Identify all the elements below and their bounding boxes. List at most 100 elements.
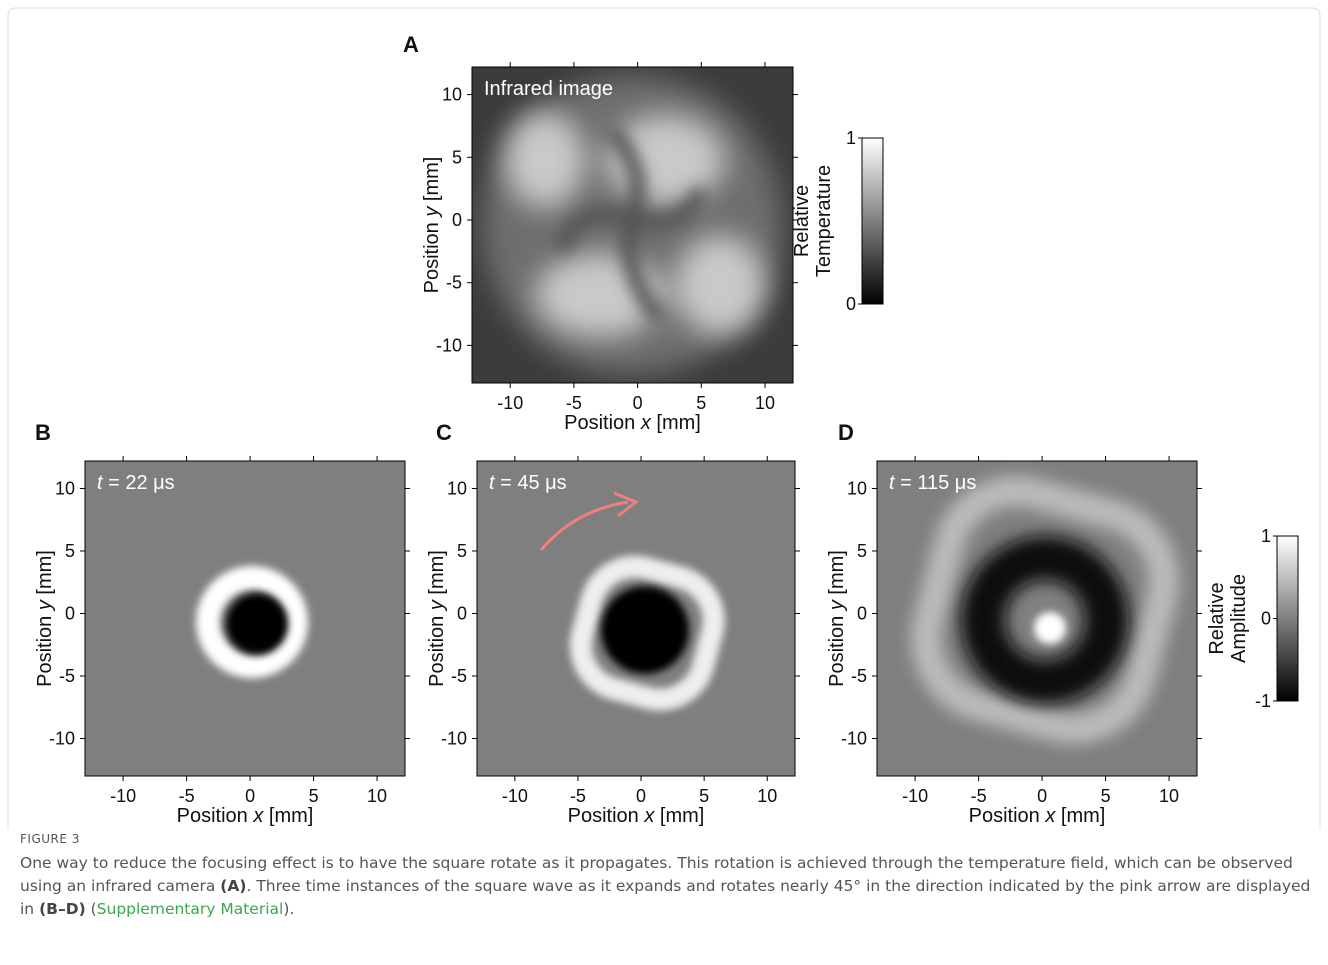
text-part: t — [889, 472, 896, 494]
x-tick-label: 0 — [636, 786, 646, 806]
annotation: t = 45 μs — [489, 472, 567, 494]
x-tick-label: -5 — [566, 393, 582, 413]
x-tick-label: 5 — [699, 786, 709, 806]
y-tick-label: -5 — [451, 666, 467, 686]
x-tick-label: 0 — [633, 393, 643, 413]
x-tick-label: 0 — [245, 786, 255, 806]
text-part: [mm] — [421, 157, 443, 207]
link[interactable]: Supplementary Material — [96, 900, 284, 918]
caption-text: One way to reduce the focusing effect is… — [20, 852, 1315, 921]
y-tick-label: 10 — [447, 479, 467, 499]
annotation: t = 22 μs — [97, 472, 175, 494]
y-tick-label: -10 — [49, 729, 75, 749]
wave-image-c — [477, 461, 795, 776]
x-tick-label: -10 — [110, 786, 136, 806]
y-tick-label: -5 — [59, 666, 75, 686]
y-tick-label: -10 — [436, 335, 462, 355]
caption: FIGURE 3 One way to reduce the focusing … — [20, 832, 1315, 921]
colorbar — [1276, 535, 1299, 702]
text-part: [mm] — [651, 412, 701, 434]
panel-letter: D — [838, 420, 854, 445]
x-axis-label: Position x [mm] — [568, 805, 705, 827]
text-part: Infrared image — [484, 78, 613, 100]
panel-letter: C — [436, 420, 452, 445]
text: ). — [283, 900, 295, 918]
text-part: t — [489, 472, 496, 494]
text: (A) — [220, 877, 247, 895]
colorbar-tick-label: 1 — [1261, 526, 1271, 546]
panel-letter: B — [35, 420, 51, 445]
text-part: [mm] — [426, 550, 448, 600]
panel-letter: A — [403, 32, 419, 57]
x-tick-label: 5 — [1101, 786, 1111, 806]
text: ( — [85, 900, 97, 918]
x-tick-label: 5 — [696, 393, 706, 413]
text-part: t — [97, 472, 104, 494]
x-tick-label: 10 — [755, 393, 775, 413]
y-axis-label: Position y [mm] — [826, 550, 848, 687]
x-tick-label: 10 — [1159, 786, 1179, 806]
x-tick-label: -10 — [502, 786, 528, 806]
text-part: x — [643, 805, 655, 827]
text-part: Position — [826, 610, 848, 687]
colorbar-tick-label: -1 — [1255, 691, 1271, 711]
plot-frame — [84, 460, 406, 777]
text-part: [mm] — [263, 805, 313, 827]
y-axis-label: Position y [mm] — [421, 157, 443, 294]
x-axis-label: Position x [mm] — [177, 805, 314, 827]
text-part: y — [421, 206, 443, 219]
plot-frame — [476, 460, 796, 777]
text-part: [mm] — [34, 550, 56, 600]
caption-label: FIGURE 3 — [20, 832, 80, 846]
wave-image-d — [877, 461, 1197, 776]
text-part: = 115 μs — [895, 472, 977, 494]
annotation: Infrared image — [484, 78, 613, 100]
x-tick-label: -5 — [570, 786, 586, 806]
y-tick-label: -10 — [441, 729, 467, 749]
y-tick-label: -5 — [446, 273, 462, 293]
text-part: y — [34, 599, 56, 612]
colorbar-label: Relative — [1206, 582, 1228, 654]
y-tick-label: -10 — [841, 729, 867, 749]
text-part: = 22 μs — [103, 472, 175, 494]
x-axis-label: Position x [mm] — [969, 805, 1106, 827]
text-part: y — [826, 599, 848, 612]
y-tick-label: 5 — [65, 541, 75, 561]
x-tick-label: 10 — [757, 786, 777, 806]
text-part: = 45 μs — [495, 472, 567, 494]
colorbar-label: Temperature — [813, 165, 835, 277]
text-part: Position — [564, 412, 641, 434]
annotation: t = 115 μs — [889, 472, 976, 494]
x-tick-label: -5 — [971, 786, 987, 806]
text-part: Position — [568, 805, 645, 827]
text-part: x — [640, 412, 652, 434]
colorbar-label: Amplitude — [1228, 574, 1250, 663]
x-tick-label: 10 — [367, 786, 387, 806]
y-tick-label: 5 — [457, 541, 467, 561]
y-tick-label: 5 — [452, 147, 462, 167]
text-part: [mm] — [1055, 805, 1105, 827]
text-part: Position — [969, 805, 1046, 827]
colorbar-tick-label: 1 — [846, 128, 856, 148]
text-part: [mm] — [654, 805, 704, 827]
text-part: y — [426, 599, 448, 612]
text: One way to reduce the focusing effect is… — [20, 854, 1293, 895]
text-part: Position — [426, 610, 448, 687]
text-part: [mm] — [826, 550, 848, 600]
y-tick-label: 5 — [857, 541, 867, 561]
y-tick-label: 10 — [847, 479, 867, 499]
text: (B–D) — [39, 900, 86, 918]
text-part: x — [1044, 805, 1056, 827]
text-part: Position — [177, 805, 254, 827]
y-tick-label: 10 — [442, 85, 462, 105]
x-tick-label: -5 — [179, 786, 195, 806]
y-tick-label: 0 — [457, 604, 467, 624]
y-axis-label: Position y [mm] — [426, 550, 448, 687]
colorbar-tick-label: 0 — [846, 294, 856, 314]
x-tick-label: 5 — [309, 786, 319, 806]
x-tick-label: 0 — [1037, 786, 1047, 806]
wave-image-b — [85, 461, 405, 776]
y-axis-label: Position y [mm] — [34, 550, 56, 687]
x-tick-label: -10 — [902, 786, 928, 806]
